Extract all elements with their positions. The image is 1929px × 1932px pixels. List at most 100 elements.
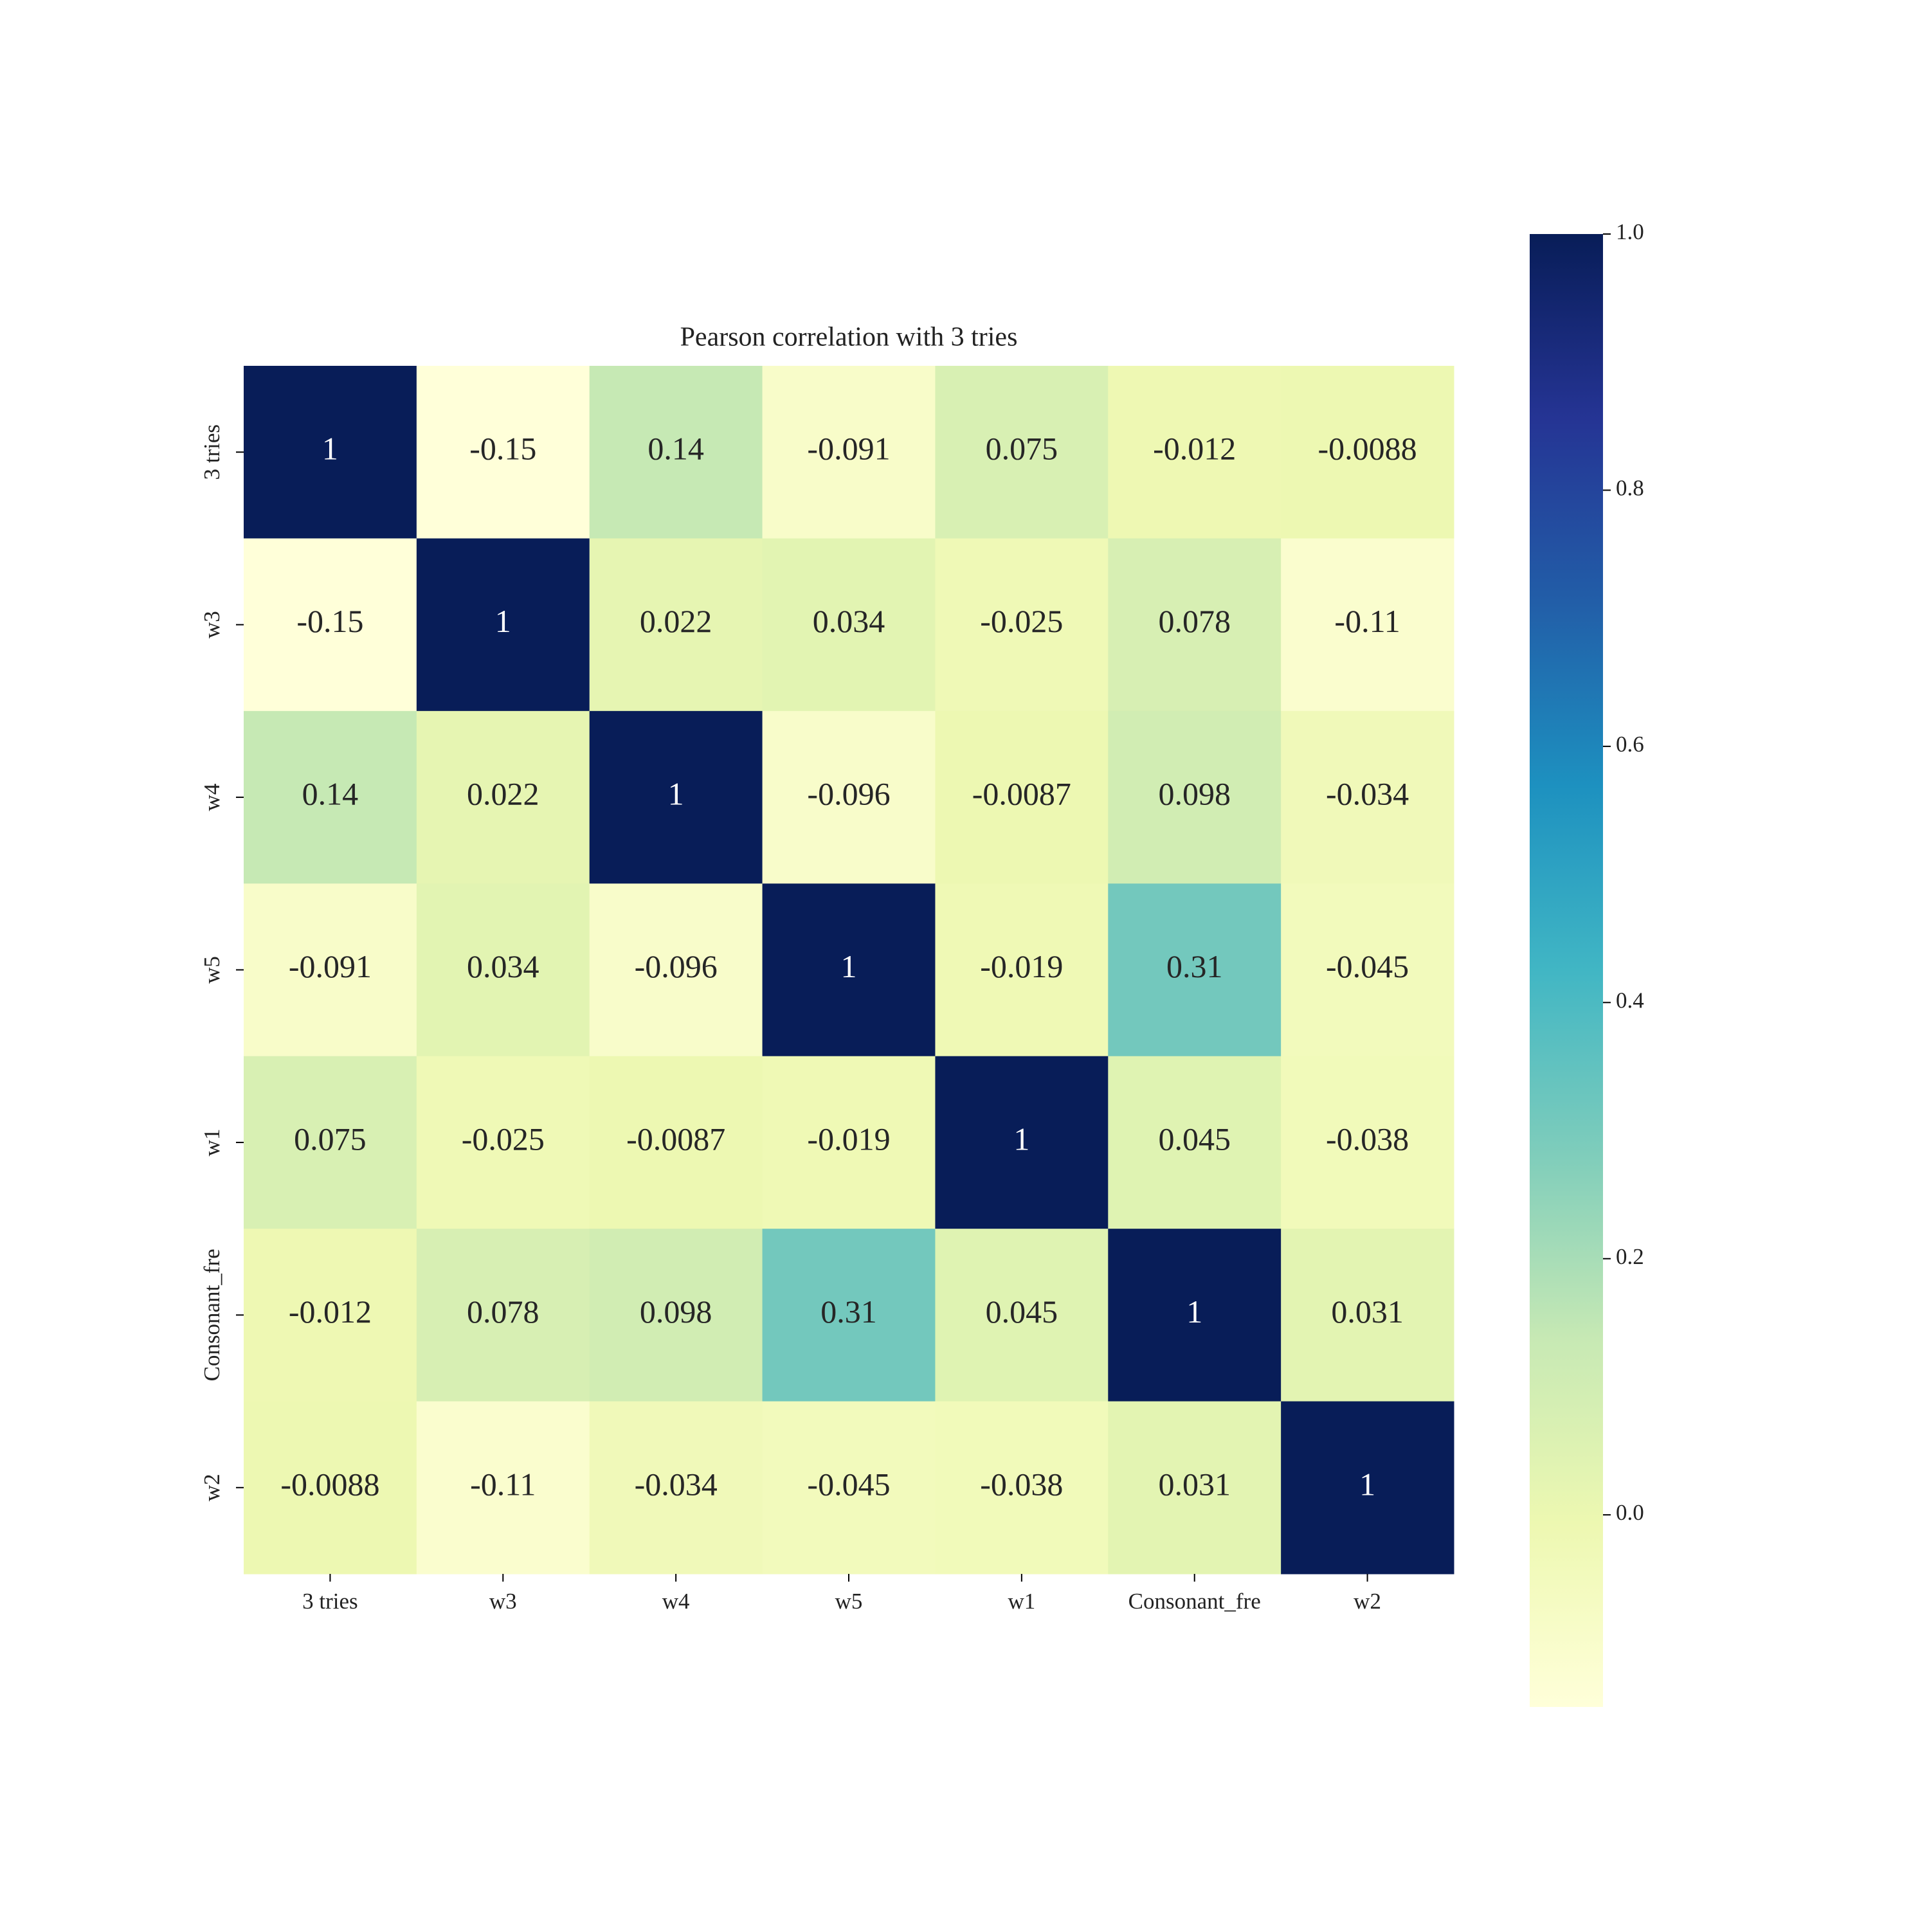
y-tick-label: w3 bbox=[199, 611, 224, 638]
x-tick-label: w4 bbox=[662, 1589, 690, 1614]
cell-label: -0.091 bbox=[807, 431, 890, 467]
heatmap-cell bbox=[416, 883, 590, 1057]
y-tick-label: w4 bbox=[199, 784, 224, 811]
heatmap-cell bbox=[762, 710, 936, 884]
cell-label: 0.034 bbox=[467, 948, 539, 984]
heatmap-cell bbox=[416, 538, 590, 712]
cell-label: 0.045 bbox=[986, 1294, 1058, 1330]
cell-label: 1 bbox=[1186, 1294, 1202, 1330]
heatmap-cell bbox=[1281, 710, 1454, 884]
cell-label: -0.038 bbox=[1326, 1121, 1409, 1157]
heatmap-cell bbox=[589, 1229, 763, 1402]
heatmap-cell bbox=[589, 1401, 763, 1575]
colorbar-tick-label: 0.2 bbox=[1616, 1244, 1644, 1269]
cell-label: 0.022 bbox=[640, 603, 712, 639]
heatmap-cell bbox=[1108, 366, 1281, 539]
cell-label: 0.14 bbox=[648, 431, 704, 467]
heatmap-cell bbox=[762, 1056, 936, 1229]
cell-label: -0.019 bbox=[980, 948, 1063, 984]
heatmap-cell bbox=[935, 1056, 1109, 1229]
cell-label: 0.098 bbox=[640, 1294, 712, 1330]
cell-label: -0.11 bbox=[470, 1466, 536, 1502]
heatmap-cell bbox=[935, 710, 1109, 884]
y-tick-label: w1 bbox=[199, 1129, 224, 1157]
heatmap-cell bbox=[589, 538, 763, 712]
heatmap-cell bbox=[1281, 1401, 1454, 1575]
heatmap-cell bbox=[244, 1056, 417, 1229]
cell-label: -0.0087 bbox=[626, 1121, 725, 1157]
x-tick-label: 3 tries bbox=[302, 1589, 358, 1614]
cell-label: -0.025 bbox=[462, 1121, 545, 1157]
heatmap-cell bbox=[589, 366, 763, 539]
cell-label: 1 bbox=[322, 431, 338, 467]
heatmap-cell bbox=[589, 710, 763, 884]
cell-label: 0.078 bbox=[467, 1294, 539, 1330]
chart-title: Pearson correlation with 3 tries bbox=[680, 323, 1018, 352]
cell-label: -0.096 bbox=[635, 948, 718, 984]
y-tick-label: w2 bbox=[199, 1474, 224, 1501]
cell-label: -0.091 bbox=[289, 948, 372, 984]
cell-label: -0.045 bbox=[1326, 948, 1409, 984]
heatmap-cell bbox=[1108, 710, 1281, 884]
heatmap-cell bbox=[244, 883, 417, 1057]
cell-label: -0.0088 bbox=[1318, 431, 1417, 467]
cell-label: -0.034 bbox=[1326, 776, 1409, 812]
cell-label: 0.031 bbox=[1158, 1466, 1231, 1502]
cell-label: 0.31 bbox=[1166, 948, 1223, 984]
colorbar-tick-label: 0.4 bbox=[1616, 988, 1644, 1013]
heatmap-cell bbox=[762, 883, 936, 1057]
y-tick-label: 3 tries bbox=[199, 424, 224, 480]
cell-label: 0.045 bbox=[1158, 1121, 1231, 1157]
heatmap-cell bbox=[1108, 1229, 1281, 1402]
heatmap-cell bbox=[244, 366, 417, 539]
cell-label: 1 bbox=[495, 603, 511, 639]
heatmap-cell bbox=[1108, 538, 1281, 712]
cell-label: -0.15 bbox=[296, 603, 363, 639]
heatmap-cell bbox=[762, 1401, 936, 1575]
x-tick-label: w2 bbox=[1354, 1589, 1381, 1614]
cell-label: -0.045 bbox=[807, 1466, 890, 1502]
cell-label: 1 bbox=[1013, 1121, 1029, 1157]
colorbar-tick-label: 1.0 bbox=[1616, 219, 1644, 244]
cell-label: 1 bbox=[841, 948, 857, 984]
cell-label: 0.14 bbox=[302, 776, 359, 812]
heatmap-cell bbox=[416, 1056, 590, 1229]
cell-label: -0.0088 bbox=[280, 1466, 379, 1502]
heatmap-cell bbox=[935, 538, 1109, 712]
heatmap-cell bbox=[244, 1229, 417, 1402]
heatmap-cell bbox=[244, 710, 417, 884]
cell-label: -0.038 bbox=[980, 1466, 1063, 1502]
y-tick-label: Consonant_fre bbox=[199, 1249, 224, 1381]
heatmap-cell bbox=[935, 1401, 1109, 1575]
heatmap-cell bbox=[762, 366, 936, 539]
heatmap-cell bbox=[416, 710, 590, 884]
x-tick-label: Consonant_fre bbox=[1128, 1589, 1261, 1614]
heatmap-cell bbox=[244, 1401, 417, 1575]
heatmap-cell bbox=[935, 1229, 1109, 1402]
heatmap-cell bbox=[935, 883, 1109, 1057]
heatmap-cell bbox=[589, 883, 763, 1057]
cell-label: 0.075 bbox=[294, 1121, 367, 1157]
cell-label: 1 bbox=[1359, 1466, 1375, 1502]
heatmap-cell bbox=[1108, 1056, 1281, 1229]
x-tick-label: w5 bbox=[835, 1589, 863, 1614]
cell-label: -0.0087 bbox=[972, 776, 1071, 812]
heatmap-cell bbox=[1108, 1401, 1281, 1575]
colorbar bbox=[1530, 234, 1603, 1707]
cell-label: 0.078 bbox=[1158, 603, 1231, 639]
heatmap-cell bbox=[1281, 538, 1454, 712]
cell-label: 0.031 bbox=[1331, 1294, 1404, 1330]
x-tick-label: w3 bbox=[489, 1589, 517, 1614]
heatmap-cell bbox=[416, 1401, 590, 1575]
x-tick-label: w1 bbox=[1008, 1589, 1035, 1614]
cell-label: -0.15 bbox=[469, 431, 536, 467]
cell-label: -0.012 bbox=[1153, 431, 1236, 467]
cell-label: 1 bbox=[668, 776, 684, 812]
cell-label: 0.31 bbox=[820, 1294, 877, 1330]
heatmap-cell bbox=[1281, 1056, 1454, 1229]
cell-label: 0.034 bbox=[813, 603, 885, 639]
cell-label: -0.096 bbox=[807, 776, 890, 812]
heatmap-cell bbox=[244, 538, 417, 712]
colorbar-tick-label: 0.6 bbox=[1616, 732, 1644, 757]
